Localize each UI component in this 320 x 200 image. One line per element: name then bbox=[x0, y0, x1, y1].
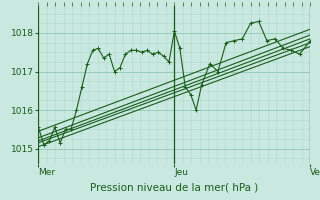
X-axis label: Pression niveau de la mer( hPa ): Pression niveau de la mer( hPa ) bbox=[90, 183, 259, 193]
